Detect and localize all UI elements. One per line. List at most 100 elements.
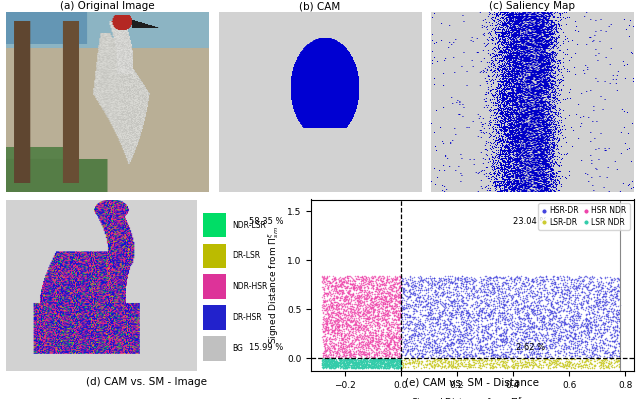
Point bbox=[321, 338, 332, 345]
Point bbox=[505, 350, 515, 357]
Point bbox=[420, 336, 431, 342]
Legend: HSR-DR, LSR-DR, HSR NDR, LSR NDR: HSR-DR, LSR-DR, HSR NDR, LSR NDR bbox=[538, 203, 630, 230]
Point bbox=[513, 326, 524, 332]
Point bbox=[435, 347, 445, 354]
Point bbox=[570, 336, 580, 342]
Point bbox=[358, 341, 368, 348]
Point bbox=[561, 345, 571, 351]
Point bbox=[371, 335, 381, 342]
Point bbox=[323, 352, 333, 359]
Point bbox=[460, 332, 470, 338]
Point bbox=[337, 303, 347, 310]
Point bbox=[521, 364, 531, 371]
Point bbox=[459, 300, 469, 306]
Point bbox=[536, 317, 547, 323]
Point bbox=[371, 346, 381, 352]
Point bbox=[549, 288, 559, 294]
Point bbox=[337, 324, 347, 331]
Point bbox=[367, 318, 377, 324]
Point bbox=[460, 276, 470, 282]
Point bbox=[422, 300, 432, 307]
Point bbox=[318, 328, 328, 334]
Point bbox=[447, 310, 457, 316]
Point bbox=[396, 308, 406, 314]
Point bbox=[356, 281, 367, 288]
Point bbox=[349, 350, 359, 357]
Point bbox=[387, 325, 397, 332]
Point bbox=[353, 284, 364, 290]
Point bbox=[407, 334, 417, 340]
Point bbox=[370, 294, 380, 301]
Point bbox=[380, 316, 390, 322]
Point bbox=[390, 274, 401, 280]
Point bbox=[429, 282, 439, 288]
Point bbox=[339, 338, 349, 344]
Point bbox=[502, 280, 513, 286]
Point bbox=[330, 346, 340, 352]
Point bbox=[378, 357, 388, 363]
Point bbox=[335, 356, 346, 362]
Point bbox=[412, 321, 422, 327]
Point bbox=[418, 293, 428, 300]
Point bbox=[499, 358, 509, 364]
Point bbox=[348, 353, 358, 359]
Point bbox=[393, 357, 403, 363]
Point bbox=[360, 361, 370, 367]
Point bbox=[339, 357, 349, 363]
Point bbox=[357, 277, 367, 283]
Point bbox=[534, 293, 545, 299]
Point bbox=[349, 286, 360, 292]
Point bbox=[388, 316, 399, 323]
Point bbox=[359, 273, 369, 279]
Point bbox=[381, 342, 391, 349]
Point bbox=[467, 340, 477, 347]
Point bbox=[424, 318, 435, 324]
Point bbox=[479, 315, 489, 321]
Point bbox=[488, 278, 499, 284]
Point bbox=[379, 286, 389, 292]
Point bbox=[598, 290, 609, 297]
Point bbox=[485, 280, 495, 286]
Point bbox=[396, 340, 406, 347]
Point bbox=[589, 330, 599, 336]
Point bbox=[442, 356, 452, 363]
Point bbox=[401, 277, 412, 283]
Point bbox=[476, 308, 486, 314]
Point bbox=[606, 279, 616, 285]
Point bbox=[383, 342, 393, 348]
Point bbox=[561, 340, 571, 346]
Point bbox=[403, 281, 413, 288]
Point bbox=[607, 350, 618, 356]
Point bbox=[380, 360, 390, 367]
Point bbox=[553, 337, 563, 344]
Point bbox=[319, 350, 330, 356]
Point bbox=[509, 351, 519, 358]
Point bbox=[395, 305, 405, 312]
Point bbox=[494, 309, 504, 315]
Point bbox=[358, 357, 369, 363]
Point bbox=[324, 356, 334, 363]
Point bbox=[437, 280, 447, 287]
Point bbox=[399, 285, 409, 292]
Point bbox=[598, 293, 609, 300]
Point bbox=[434, 310, 444, 317]
Point bbox=[467, 286, 477, 292]
Point bbox=[481, 297, 492, 303]
Point bbox=[447, 279, 458, 286]
Point bbox=[424, 329, 434, 335]
Point bbox=[390, 294, 400, 300]
Point bbox=[424, 314, 435, 321]
Point bbox=[347, 309, 357, 316]
Point bbox=[360, 343, 371, 350]
Point bbox=[598, 328, 608, 335]
Point bbox=[351, 304, 361, 311]
Point bbox=[359, 364, 369, 371]
Point bbox=[445, 353, 455, 359]
Point bbox=[517, 329, 527, 335]
Point bbox=[417, 277, 427, 284]
Point bbox=[340, 331, 350, 338]
Point bbox=[404, 288, 414, 294]
Point bbox=[607, 362, 618, 368]
Point bbox=[353, 360, 364, 366]
Point bbox=[540, 284, 550, 291]
